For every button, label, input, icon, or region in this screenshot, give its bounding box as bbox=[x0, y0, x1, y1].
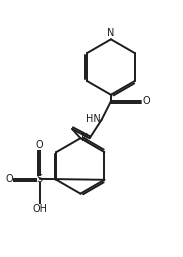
Text: N: N bbox=[81, 133, 89, 143]
Text: O: O bbox=[5, 174, 13, 184]
Text: HN: HN bbox=[86, 114, 101, 124]
Text: S: S bbox=[37, 174, 43, 184]
Text: O: O bbox=[36, 140, 44, 150]
Text: N: N bbox=[107, 28, 115, 38]
Text: O: O bbox=[143, 96, 150, 106]
Text: OH: OH bbox=[32, 204, 47, 214]
